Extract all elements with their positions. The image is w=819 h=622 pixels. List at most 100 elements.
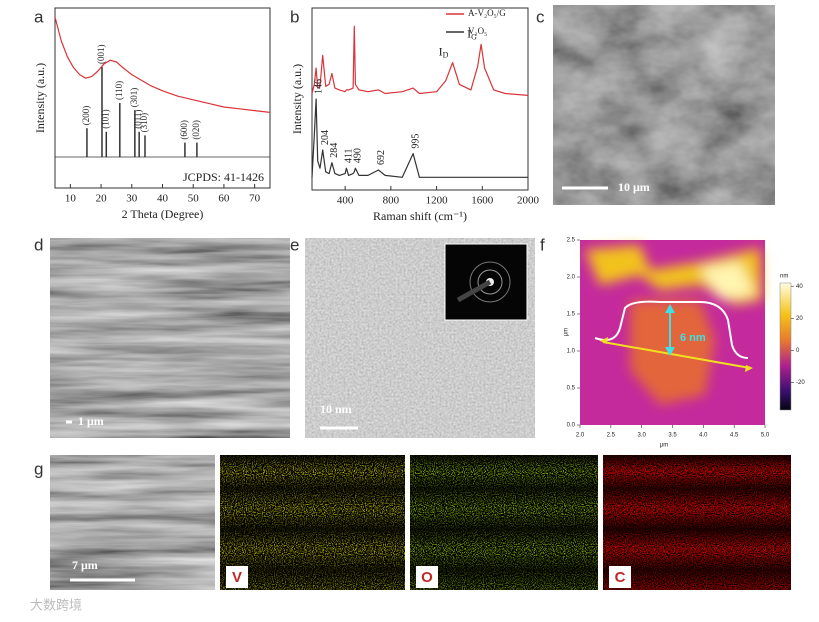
saed-ring [477, 269, 503, 295]
colorbar [779, 282, 792, 411]
panel-label: b [290, 7, 299, 26]
peak-annotation: ID [439, 44, 449, 59]
x-axis-label: Raman shift (cm⁻¹) [373, 209, 467, 223]
x-tick-label: 3.5 [668, 433, 677, 439]
panel-label: e [290, 235, 299, 254]
reference-label: (200) [81, 106, 91, 126]
panel-label: g [34, 459, 43, 478]
x-tick-label: 70 [249, 193, 261, 205]
scale-label: 10 nm [320, 402, 352, 416]
reference-name: JCPDS: 41-1426 [183, 170, 264, 184]
x-axis-label: 2 Theta (Degree) [122, 207, 204, 221]
peak-label: 490 [353, 148, 364, 163]
x-tick-label: 4.5 [730, 433, 739, 439]
eds-maps [220, 455, 791, 590]
eds-mask [220, 455, 405, 590]
colorbar-tick-label: 20 [796, 316, 803, 322]
saed-ring [469, 261, 511, 303]
reference-label: (110) [114, 81, 124, 100]
x-tick-label: 3.0 [637, 433, 646, 439]
peak-label: 692 [376, 150, 387, 165]
sem-image [50, 238, 290, 438]
y-tick-label: 2.0 [567, 275, 576, 281]
watermark: 大数跨境 [30, 599, 82, 614]
x-tick-label: 40 [157, 193, 169, 205]
panel-label: f [540, 235, 545, 254]
label-box [226, 566, 248, 588]
x-tick-label: 20 [96, 193, 108, 205]
colorbar-tick-label: 0 [796, 348, 800, 354]
sem-image [50, 455, 215, 590]
y-tick-label: 1.5 [567, 312, 576, 318]
profile-line [602, 341, 751, 369]
x-tick-label: 60 [218, 193, 230, 205]
colorbar-label: nm [780, 274, 788, 280]
height-label: 6 nm [680, 332, 706, 344]
axis-label: μm [660, 443, 668, 449]
element-label: C [615, 569, 626, 586]
y-axis-label: Intensity (a.u.) [290, 64, 304, 134]
x-tick-label: 800 [383, 195, 400, 207]
eds-mask [603, 455, 791, 590]
plot-frame [54, 7, 271, 189]
series-line [311, 25, 529, 96]
reference-label: (301) [129, 88, 139, 108]
panel-label: a [34, 7, 44, 26]
peak-label: 411 [344, 149, 355, 164]
label-box [609, 566, 631, 588]
peak-label: 204 [320, 130, 331, 145]
colorbar-tick-label: 40 [796, 284, 803, 290]
scale-label: 1 μm [78, 414, 104, 428]
panel-label: c [536, 7, 545, 26]
element-label: V [232, 569, 242, 586]
beam-stop [456, 279, 492, 303]
afm-features [585, 245, 762, 405]
colorbar-tick-label: -20 [796, 380, 805, 386]
reference-label: (011) [133, 110, 143, 129]
scale-label: 10 μm [618, 180, 650, 194]
reference-label: (001) [96, 45, 106, 65]
peak-label: 146 [313, 79, 324, 94]
x-tick-label: 2000 [517, 195, 540, 207]
peak-label: 284 [329, 143, 340, 158]
y-tick-label: 2.5 [567, 238, 576, 244]
x-tick-label: 400 [337, 195, 354, 207]
panel-label: d [34, 235, 43, 254]
x-tick-label: 1200 [426, 195, 449, 207]
x-tick-label: 4.0 [699, 433, 708, 439]
x-tick-label: 1600 [471, 195, 494, 207]
x-tick-label: 2.0 [576, 433, 585, 439]
y-tick-label: 0.0 [567, 423, 576, 429]
x-tick-label: 50 [188, 193, 200, 205]
series-line [54, 16, 271, 113]
y-tick-label: 0.5 [567, 386, 576, 392]
x-tick-label: 5.0 [761, 433, 770, 439]
scale-label: 7 μm [72, 558, 98, 572]
annotation-sub: G [471, 32, 477, 41]
height-profile [594, 300, 749, 359]
sem-image [553, 5, 775, 205]
annotation-sub: D [443, 50, 449, 59]
x-tick-label: 2.5 [607, 433, 616, 439]
reference-label: (600) [179, 120, 189, 140]
axis-label: μm [564, 328, 570, 336]
x-tick-label: 10 [65, 193, 77, 205]
reference-label: (101) [100, 109, 110, 129]
peak-label: 995 [410, 134, 421, 149]
series-line [311, 98, 528, 178]
eds-mask [410, 455, 598, 590]
legend-label: V₂O₅ [468, 26, 487, 36]
plot-frame [311, 7, 529, 191]
annotation-text: I [439, 44, 443, 58]
reference-label: (020) [191, 120, 201, 140]
annotation-text: I [467, 26, 471, 40]
reference-label: (310) [139, 113, 149, 133]
label-box [416, 566, 438, 588]
y-tick-label: 1.0 [567, 349, 576, 355]
y-axis-label: Intensity (a.u.) [33, 63, 47, 133]
x-tick-label: 30 [126, 193, 138, 205]
element-label: O [421, 569, 433, 586]
legend-label: A-V₂O₅/G [468, 8, 506, 18]
peak-annotation: IG [467, 26, 477, 41]
